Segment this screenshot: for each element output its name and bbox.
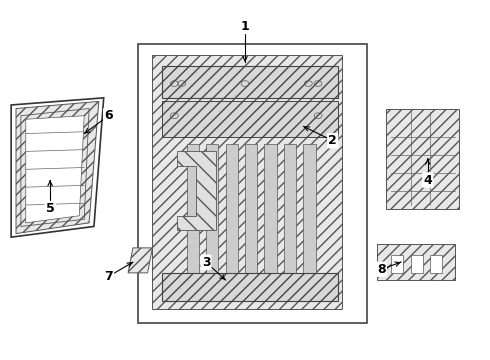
Text: 1: 1 xyxy=(241,20,249,33)
Bar xyxy=(391,255,403,273)
Bar xyxy=(206,144,218,287)
Polygon shape xyxy=(162,66,338,98)
Polygon shape xyxy=(26,116,84,223)
Text: 7: 7 xyxy=(104,270,113,283)
Polygon shape xyxy=(162,273,338,301)
Text: 4: 4 xyxy=(423,174,432,186)
Polygon shape xyxy=(128,248,152,273)
Polygon shape xyxy=(152,55,343,309)
Polygon shape xyxy=(16,102,99,234)
Bar xyxy=(430,255,442,273)
Bar xyxy=(411,255,423,273)
Polygon shape xyxy=(376,244,455,280)
Bar xyxy=(265,144,277,287)
Bar xyxy=(138,44,367,323)
Bar xyxy=(187,144,199,287)
Text: 8: 8 xyxy=(377,263,386,276)
Bar xyxy=(303,144,316,287)
Text: 2: 2 xyxy=(328,134,337,147)
Bar xyxy=(245,144,257,287)
Text: 6: 6 xyxy=(104,109,113,122)
Text: 5: 5 xyxy=(46,202,54,215)
Polygon shape xyxy=(177,152,216,230)
Bar xyxy=(225,144,238,287)
Polygon shape xyxy=(162,102,338,137)
Polygon shape xyxy=(386,109,460,208)
Bar xyxy=(284,144,296,287)
Text: 3: 3 xyxy=(202,256,210,269)
